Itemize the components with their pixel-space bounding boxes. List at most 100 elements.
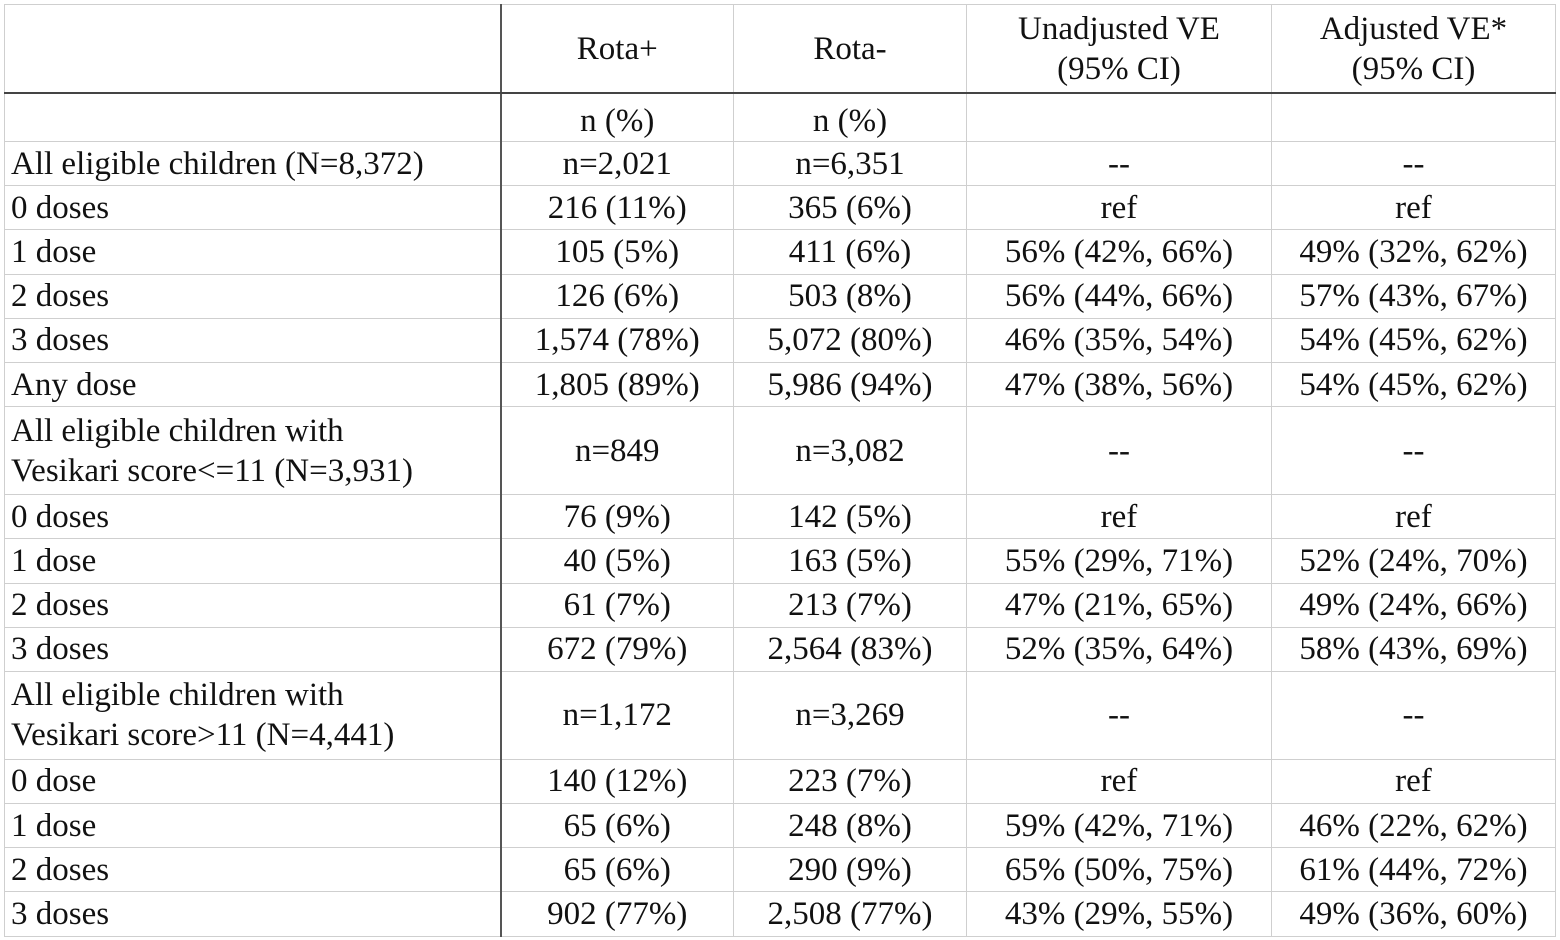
cell: 142 (5%) xyxy=(733,494,967,540)
row-label: All eligible children (N=8,372) xyxy=(4,140,502,187)
cell: ref xyxy=(1271,185,1556,231)
table-row: 2 doses 126 (6%) 503 (8%) 56% (44%, 66%) 57%… xyxy=(4,273,1556,319)
cell: n=1,172 xyxy=(500,670,734,760)
cell: Adjusted VE* (95% CI) xyxy=(1271,4,1556,94)
cell: 1,805 (89%) xyxy=(500,361,734,408)
cell: 5,072 (80%) xyxy=(733,317,967,363)
cell: 76 (9%) xyxy=(500,494,734,540)
row-label: Any dose xyxy=(4,361,502,408)
table-row: n (%) n (%) xyxy=(4,92,1556,142)
cell: n=6,351 xyxy=(733,140,967,187)
cell-line: Unadjusted VE xyxy=(1018,10,1220,47)
table-row: 1 dose 65 (6%) 248 (8%) 59% (42%, 71%) 46% (… xyxy=(4,803,1556,849)
cell: 140 (12%) xyxy=(500,758,734,805)
cell: 672 (79%) xyxy=(500,626,734,672)
cell: n (%) xyxy=(733,92,967,142)
cell: 1,574 (78%) xyxy=(500,317,734,363)
cell: -- xyxy=(966,670,1272,760)
cell: 57% (43%, 67%) xyxy=(1271,273,1556,319)
header-row: Rota+ Rota- Unadjusted VE (95% CI) Adjusted … xyxy=(4,4,1556,94)
row-label: All eligible children with Vesikari score… xyxy=(4,670,502,760)
cell: 58% (43%, 69%) xyxy=(1271,626,1556,672)
table-row: 0 doses 76 (9%) 142 (5%) ref ref xyxy=(4,494,1556,540)
cell: 411 (6%) xyxy=(733,229,967,275)
table-row: 3 doses 902 (77%) 2,508 (77%) 43% (29%, 55%… xyxy=(4,891,1556,937)
cell: n=3,082 xyxy=(733,406,967,496)
row-label: 1 dose xyxy=(4,229,502,275)
cell: ref xyxy=(966,494,1272,540)
row-label: 1 dose xyxy=(4,538,502,584)
row-label: All eligible children with Vesikari score… xyxy=(4,406,502,496)
cell: 52% (24%, 70%) xyxy=(1271,538,1556,584)
cell: -- xyxy=(966,406,1272,496)
cell: 65% (50%, 75%) xyxy=(966,847,1272,893)
cell: 902 (77%) xyxy=(500,891,734,937)
row-label: 3 doses xyxy=(4,317,502,363)
row-label xyxy=(4,92,502,142)
cell: n=3,269 xyxy=(733,670,967,760)
cell: 49% (36%, 60%) xyxy=(1271,891,1556,937)
cell: 503 (8%) xyxy=(733,273,967,319)
table-body: Rota+ Rota- Unadjusted VE (95% CI) Adjusted … xyxy=(4,4,1556,937)
cell: 59% (42%, 71%) xyxy=(966,803,1272,849)
cell: 248 (8%) xyxy=(733,803,967,849)
cell: 2,564 (83%) xyxy=(733,626,967,672)
row-label: 0 doses xyxy=(4,185,502,231)
cell: ref xyxy=(1271,758,1556,805)
cell: Rota- xyxy=(733,4,967,94)
table-row: All eligible children (N=8,372) n=2,021 n=… xyxy=(4,140,1556,187)
cell: 290 (9%) xyxy=(733,847,967,893)
row-label: 2 doses xyxy=(4,847,502,893)
cell: 40 (5%) xyxy=(500,538,734,584)
cell: 56% (44%, 66%) xyxy=(966,273,1272,319)
row-label xyxy=(4,4,502,94)
cell-line: Adjusted VE* xyxy=(1319,10,1508,47)
cell: -- xyxy=(1271,670,1556,760)
cell: 126 (6%) xyxy=(500,273,734,319)
cell: 54% (45%, 62%) xyxy=(1271,361,1556,408)
row-label: 2 doses xyxy=(4,582,502,628)
cell: 105 (5%) xyxy=(500,229,734,275)
table-row: Any dose 1,805 (89%) 5,986 (94%) 47% (38%, … xyxy=(4,361,1556,408)
row-label: 3 doses xyxy=(4,626,502,672)
table-row: 3 doses 1,574 (78%) 5,072 (80%) 46% (35%, 5… xyxy=(4,317,1556,363)
cell: 65 (6%) xyxy=(500,803,734,849)
cell: 52% (35%, 64%) xyxy=(966,626,1272,672)
cell: 65 (6%) xyxy=(500,847,734,893)
cell: 223 (7%) xyxy=(733,758,967,805)
cell-line: All eligible children with xyxy=(11,412,344,449)
table-row: All eligible children with Vesikari score… xyxy=(4,670,1556,760)
row-label: 2 doses xyxy=(4,273,502,319)
row-label: 0 doses xyxy=(4,494,502,540)
cell: 47% (21%, 65%) xyxy=(966,582,1272,628)
row-label: 3 doses xyxy=(4,891,502,937)
table-row: 1 dose 40 (5%) 163 (5%) 55% (29%, 71%) 52% (… xyxy=(4,538,1556,584)
cell-line: (95% CI) xyxy=(1351,50,1476,87)
cell: -- xyxy=(1271,406,1556,496)
cell: 43% (29%, 55%) xyxy=(966,891,1272,937)
cell: 365 (6%) xyxy=(733,185,967,231)
cell: 5,986 (94%) xyxy=(733,361,967,408)
cell: -- xyxy=(966,140,1272,187)
row-label: 0 dose xyxy=(4,758,502,805)
table-row: 2 doses 61 (7%) 213 (7%) 47% (21%, 65%) 49% … xyxy=(4,582,1556,628)
cell: 61 (7%) xyxy=(500,582,734,628)
cell: 2,508 (77%) xyxy=(733,891,967,937)
cell: 49% (24%, 66%) xyxy=(1271,582,1556,628)
cell: 216 (11%) xyxy=(500,185,734,231)
cell: n=2,021 xyxy=(500,140,734,187)
table-row: 0 dose 140 (12%) 223 (7%) ref ref xyxy=(4,758,1556,805)
table-row: 2 doses 65 (6%) 290 (9%) 65% (50%, 75%) 61% … xyxy=(4,847,1556,893)
cell-line: Vesikari score<=11 (N=3,931) xyxy=(11,452,413,489)
cell: 163 (5%) xyxy=(733,538,967,584)
row-label: 1 dose xyxy=(4,803,502,849)
cell: 55% (29%, 71%) xyxy=(966,538,1272,584)
cell: -- xyxy=(1271,140,1556,187)
cell: n=849 xyxy=(500,406,734,496)
cell: 54% (45%, 62%) xyxy=(1271,317,1556,363)
cell: 56% (42%, 66%) xyxy=(966,229,1272,275)
cell: 46% (22%, 62%) xyxy=(1271,803,1556,849)
cell: 61% (44%, 72%) xyxy=(1271,847,1556,893)
cell: ref xyxy=(966,758,1272,805)
results-table: Rota+ Rota- Unadjusted VE (95% CI) Adjusted … xyxy=(4,4,1556,937)
